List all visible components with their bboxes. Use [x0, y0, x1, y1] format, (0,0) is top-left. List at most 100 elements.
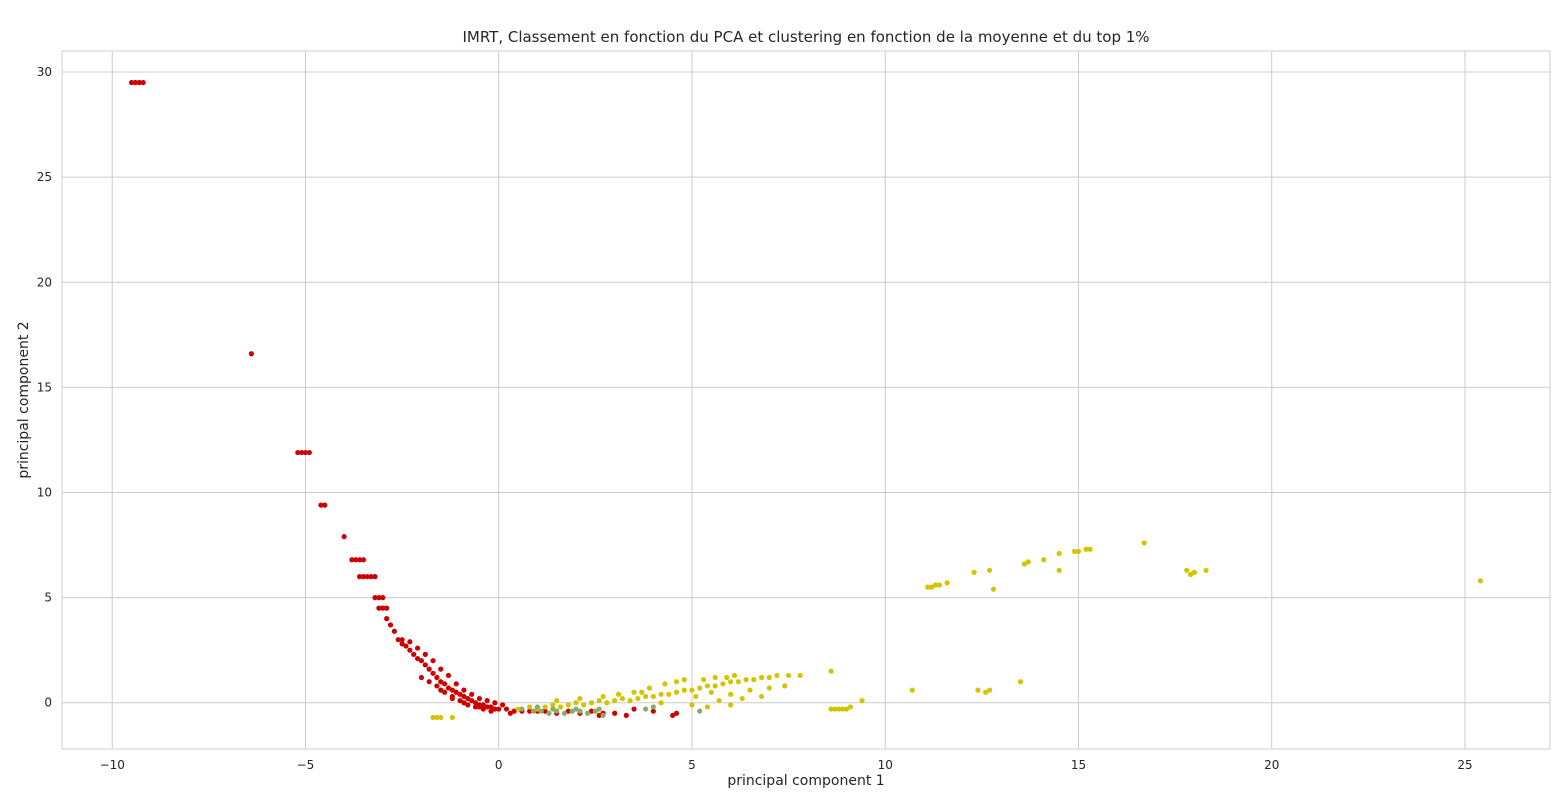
scatter-point — [1041, 557, 1047, 563]
scatter-point — [136, 79, 142, 86]
scatter-point — [681, 687, 687, 693]
scatter-point — [689, 702, 695, 708]
scatter-point — [500, 702, 506, 708]
scatter-point — [585, 710, 591, 716]
scatter-point — [295, 449, 301, 456]
scatter-point — [697, 685, 703, 691]
scatter-point — [925, 584, 931, 590]
scatter-point — [384, 616, 390, 622]
scatter-point — [627, 698, 633, 704]
scatter-point — [480, 702, 486, 708]
scatter-point — [550, 702, 556, 708]
scatter-point — [422, 662, 428, 668]
scatter-point — [635, 695, 641, 702]
scatter-point — [832, 706, 838, 712]
scatter-point — [643, 706, 649, 712]
scatter-point — [414, 645, 421, 651]
scatter-point — [774, 672, 780, 679]
y-tick-label: 5 — [44, 591, 52, 605]
scatter-point — [840, 706, 846, 712]
scatter-point — [438, 714, 444, 721]
scatter-point — [445, 672, 452, 679]
scatter-point — [758, 693, 765, 700]
scatter-point — [673, 710, 680, 716]
scatter-point — [728, 702, 734, 708]
scatter-point — [1141, 540, 1147, 546]
scatter-point — [461, 693, 467, 700]
scatter-point — [631, 706, 637, 712]
scatter-point — [430, 670, 436, 676]
scatter-point — [743, 677, 749, 683]
scatter-point — [376, 595, 382, 601]
scatter-point — [434, 674, 440, 681]
scatter-point — [418, 674, 425, 681]
scatter-point — [407, 639, 413, 645]
scatter-point — [615, 691, 622, 697]
scatter-point — [577, 708, 583, 714]
scatter-point — [1056, 550, 1062, 557]
scatter-point — [932, 582, 939, 588]
scatter-point — [646, 685, 653, 691]
scatter-point — [368, 574, 374, 580]
scatter-point — [503, 706, 510, 712]
scatter-point — [643, 693, 649, 700]
scatter-point — [457, 691, 463, 697]
scatter-point — [438, 687, 444, 693]
x-tick-label: 20 — [1264, 758, 1279, 772]
tick-labels: −10 −5 0 5 10 15 20 25 0 5 10 15 20 25 30 — [37, 65, 1473, 772]
scatter-point — [527, 708, 533, 714]
scatter-point — [472, 700, 479, 706]
x-tick-label: 5 — [688, 758, 696, 772]
scatter-point — [650, 693, 656, 700]
scatter-point — [445, 685, 452, 691]
scatter-point — [712, 674, 718, 681]
scatter-point — [619, 695, 626, 702]
scatter-point — [372, 574, 378, 580]
scatter-point — [302, 449, 309, 456]
scatter-point — [465, 702, 471, 708]
scatter-point — [600, 712, 606, 718]
scatter-point — [1477, 578, 1484, 584]
scatter-point — [728, 691, 734, 697]
scatter-point — [434, 714, 440, 721]
scatter-point — [557, 704, 564, 710]
scatter-point — [492, 700, 498, 706]
scatter-point — [403, 643, 409, 649]
scatter-point — [341, 534, 347, 540]
scatter-point — [426, 679, 432, 685]
x-tick-label: 15 — [1071, 758, 1086, 772]
scatter-point — [364, 574, 370, 580]
scatter-point — [700, 677, 707, 683]
scatter-point — [1203, 567, 1209, 573]
scatter-point — [720, 681, 726, 687]
scatter-point — [612, 698, 618, 704]
scatter-point — [596, 706, 602, 712]
scatter-point — [623, 712, 629, 718]
y-axis-label: principal component 2 — [16, 321, 32, 479]
scatter-point — [1075, 548, 1082, 554]
scatter-point — [357, 557, 363, 563]
scatter-series — [128, 79, 680, 718]
scatter-point — [349, 557, 355, 563]
scatter-point — [507, 710, 513, 716]
scatter-point — [550, 706, 556, 712]
scatter-point — [600, 693, 606, 700]
scatter-point — [747, 687, 753, 693]
scatter-point — [936, 582, 942, 588]
scatter-point — [442, 681, 448, 687]
scatter-point — [461, 687, 467, 693]
scatter-point — [909, 687, 915, 693]
x-axis-label: principal component 1 — [727, 773, 885, 789]
scatter-point — [673, 679, 680, 685]
scatter-point — [843, 706, 850, 712]
scatter-point — [758, 674, 765, 681]
scatter-point — [1191, 569, 1198, 575]
scatter-point — [430, 714, 436, 721]
scatter-point — [515, 706, 521, 712]
scatter-point — [569, 708, 575, 714]
scatter-point — [592, 708, 598, 714]
scatter-point — [399, 637, 405, 643]
scatter-point — [554, 708, 560, 714]
axes-background — [61, 50, 1551, 750]
scatter-point — [414, 655, 421, 662]
